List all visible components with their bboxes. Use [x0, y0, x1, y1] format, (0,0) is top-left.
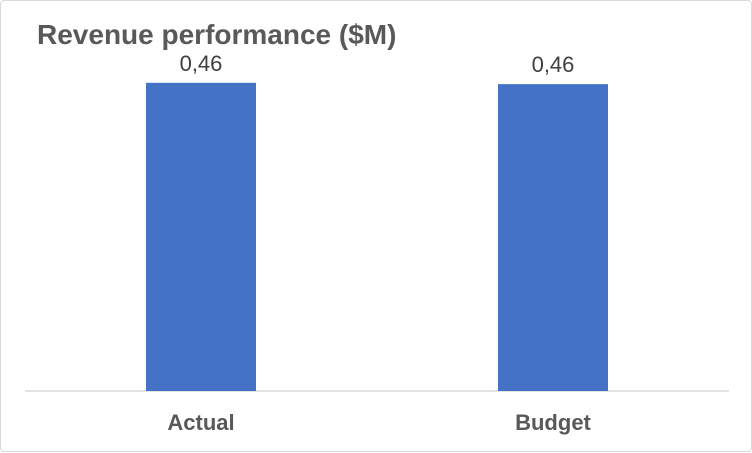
- data-label-budget: 0,46: [532, 52, 575, 77]
- bar-actual: [146, 82, 256, 392]
- category-label-actual: Actual: [167, 410, 234, 435]
- data-label-actual: 0,46: [180, 51, 223, 76]
- chart-title: Revenue performance ($M): [37, 19, 397, 50]
- category-label-budget: Budget: [515, 410, 591, 435]
- labels-group: 0,46 Actual 0,46 Budget: [167, 51, 591, 435]
- bars-group: [146, 82, 608, 392]
- bar-budget: [498, 84, 608, 391]
